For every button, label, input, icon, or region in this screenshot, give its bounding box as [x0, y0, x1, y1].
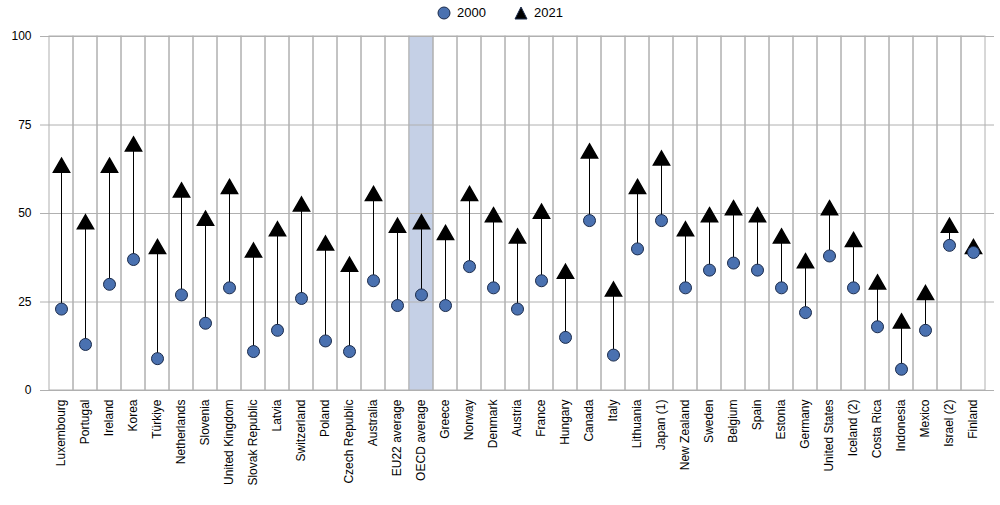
- svg-text:Latvia: Latvia: [270, 399, 284, 431]
- svg-text:Canada: Canada: [582, 399, 596, 441]
- svg-text:Slovenia: Slovenia: [198, 399, 212, 445]
- svg-text:Japan (1): Japan (1): [654, 400, 668, 451]
- svg-text:Estonia: Estonia: [774, 399, 788, 439]
- svg-text:United States: United States: [822, 400, 836, 472]
- svg-text:Poland: Poland: [318, 400, 332, 437]
- svg-text:Greece: Greece: [438, 399, 452, 439]
- svg-text:Portugal: Portugal: [78, 400, 92, 445]
- svg-text:Norway: Norway: [462, 400, 476, 441]
- svg-text:Denmark: Denmark: [486, 399, 500, 449]
- svg-text:100: 100: [11, 29, 31, 43]
- html-text:2000: 2000: [457, 5, 486, 20]
- svg-text:France: France: [534, 399, 548, 437]
- svg-text:Slovak Republic: Slovak Republic: [246, 400, 260, 486]
- svg-text:50: 50: [18, 206, 32, 220]
- svg-text:Australia: Australia: [366, 399, 380, 446]
- svg-text:Iceland (2): Iceland (2): [846, 400, 860, 457]
- svg-text:Luxembourg: Luxembourg: [54, 400, 68, 467]
- svg-text:New Zealand: New Zealand: [678, 400, 692, 471]
- svg-text:Czech Republic: Czech Republic: [342, 400, 356, 484]
- svg-text:0: 0: [25, 383, 32, 397]
- svg-text:Austria: Austria: [510, 399, 524, 437]
- svg-text:Netherlands: Netherlands: [174, 400, 188, 465]
- svg-text:Spain: Spain: [750, 400, 764, 431]
- svg-text:Ireland: Ireland: [102, 400, 116, 437]
- svg-text:Belgium: Belgium: [726, 400, 740, 443]
- svg-text:25: 25: [18, 295, 32, 309]
- svg-text:Sweden: Sweden: [702, 400, 716, 443]
- svg-text:Korea: Korea: [126, 399, 140, 431]
- svg-text:OECD average: OECD average: [414, 399, 428, 481]
- svg-text:Lithuania: Lithuania: [630, 399, 644, 448]
- svg-text:Türkiye: Türkiye: [150, 399, 164, 439]
- svg-text:EU22 average: EU22 average: [390, 399, 404, 476]
- svg-text:Costa Rica: Costa Rica: [870, 399, 884, 458]
- svg-text:United Kingdom: United Kingdom: [222, 400, 236, 485]
- svg-text:Germany: Germany: [798, 400, 812, 449]
- svg-text:Israel (2): Israel (2): [942, 399, 956, 446]
- svg-text:Switzerland: Switzerland: [294, 400, 308, 462]
- svg-text:Hungary: Hungary: [558, 400, 572, 445]
- svg-text:75: 75: [18, 118, 32, 132]
- html-text:2021: 2021: [534, 5, 563, 20]
- svg-text:Finland: Finland: [966, 400, 980, 439]
- svg-text:Italy: Italy: [606, 400, 620, 422]
- svg-text:Indonesia: Indonesia: [894, 399, 908, 451]
- svg-text:Mexico: Mexico: [918, 399, 932, 437]
